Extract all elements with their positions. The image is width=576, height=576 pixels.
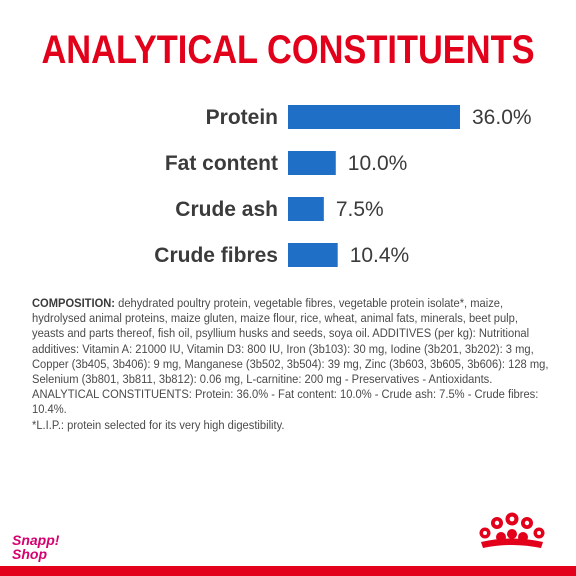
category-label: Crude ash [175, 198, 278, 221]
value-label: 10.0% [348, 152, 408, 175]
composition-footnote: *L.I.P.: protein selected for its very h… [32, 417, 285, 432]
bar-chart: Protein 36.0% Fat content 10.0% Crude ash 7.5… [154, 105, 532, 267]
snapp-shop-logo: Snapp! Shop [12, 533, 59, 561]
category-label: Protein [206, 106, 278, 129]
composition-heading: COMPOSITION: [32, 296, 116, 310]
composition-text: COMPOSITION: dehydrated poultry protein,… [32, 296, 550, 433]
brand-line-1: Snapp! [12, 532, 60, 548]
category-label: Crude fibres [154, 244, 278, 267]
brand-line-2: Shop [12, 546, 47, 562]
value-label: 36.0% [472, 106, 532, 129]
page-title: ANALYTICAL CONSTITUENTS [41, 28, 535, 72]
value-label: 10.4% [350, 244, 410, 267]
footer-bar [0, 566, 576, 576]
bar [288, 243, 338, 267]
royal-canin-crown-icon [479, 512, 545, 548]
bar [288, 151, 336, 175]
composition-body: dehydrated poultry protein, vegetable fi… [32, 296, 549, 417]
value-label: 7.5% [336, 198, 384, 221]
bar [288, 197, 324, 221]
category-label: Fat content [165, 152, 278, 175]
bar [288, 105, 460, 129]
